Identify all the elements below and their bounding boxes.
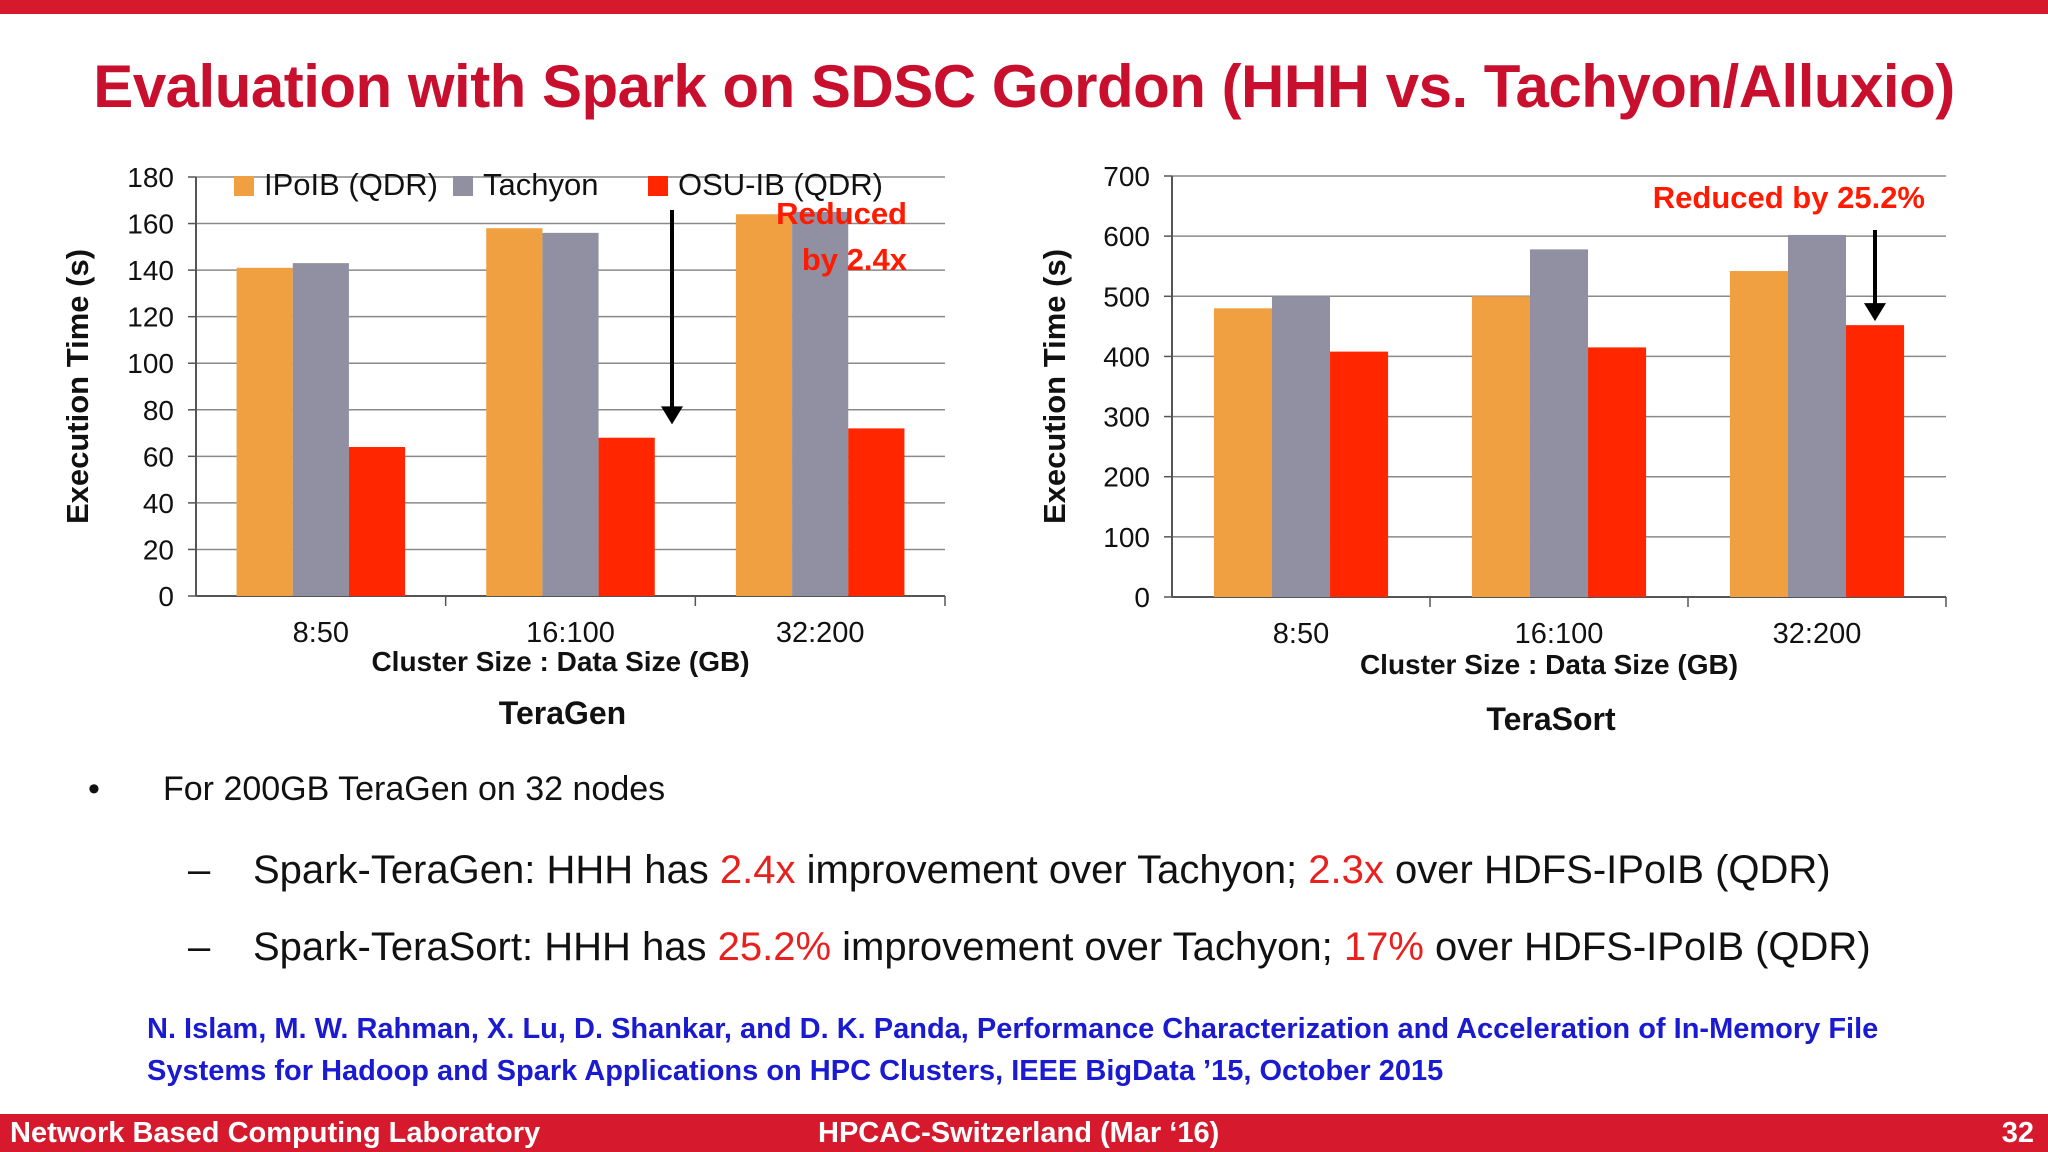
bar-osu-ib-qdr [848, 428, 905, 596]
y-tick-label: 500 [1103, 281, 1150, 312]
bullet-main-text: For 200GB TeraGen on 32 nodes [163, 770, 666, 808]
y-axis-label: Execution Time (s) [1037, 249, 1072, 524]
bar-ipoib-qdr [1471, 296, 1530, 597]
y-tick-label: 300 [1103, 402, 1150, 433]
bullet-sub-terasort-text: Spark-TeraSort: HHH has 25.2% improvemen… [253, 925, 1871, 969]
citation-line: Systems for Hadoop and Spark Application… [147, 1055, 1444, 1087]
bar-osu-ib-qdr [1330, 351, 1389, 597]
footer-page-number: 32 [2001, 1117, 2034, 1149]
legend-label: Tachyon [483, 167, 598, 202]
annotation-arrow-head [1864, 303, 1886, 322]
chart-svg: 0 100 200 300 400 500 600 700 8:50 16:100 32:200 Ex… [1037, 161, 1947, 737]
y-tick-label: 120 [127, 302, 174, 333]
bar-tachyon [1787, 234, 1847, 597]
legend-label: OSU-IB (QDR) [678, 167, 883, 202]
annotation-label: Reduced by 25.2% [1653, 180, 1925, 215]
x-axis-label: Cluster Size : Data Size (GB) [1360, 649, 1738, 680]
y-tick-label: 60 [143, 441, 174, 472]
annotation-label: by 2.4x [802, 242, 908, 277]
legend-swatch [453, 176, 473, 196]
y-axis-label: Execution Time (s) [60, 249, 95, 524]
slide-title: Evaluation with Spark on SDSC Gordon (HH… [93, 53, 1955, 120]
y-tick-label: 160 [127, 209, 174, 240]
highlight-value: 2.4x [719, 848, 796, 892]
bar-ipoib-qdr [236, 267, 293, 596]
y-tick-label: 0 [1134, 582, 1150, 613]
teragen-chart: 0 20 40 60 80 100 120 140 160 180 8:50 16:100 32:200… [50, 150, 1060, 760]
y-tick-label: 600 [1103, 221, 1150, 252]
bar-osu-ib-qdr [598, 437, 655, 596]
terasort-chart: 0 100 200 300 400 500 600 700 8:50 16:100 32:200 Ex… [1030, 150, 2030, 760]
bar-ipoib-qdr [486, 228, 543, 596]
legend-swatch [648, 176, 668, 196]
chart-title: TeraGen [499, 695, 626, 731]
y-tick-label: 40 [143, 488, 174, 519]
bar-osu-ib-qdr [1588, 347, 1647, 597]
bullet-dash: – [188, 925, 211, 969]
bar-tachyon [1529, 249, 1589, 598]
legend-label: IPoIB (QDR) [264, 167, 438, 202]
x-tick-label: 8:50 [293, 617, 349, 649]
bullet-dot: • [88, 770, 100, 808]
bar-tachyon [292, 263, 349, 596]
x-tick-label: 16:100 [1515, 618, 1604, 650]
highlight-value: 25.2% [717, 925, 832, 969]
x-tick-label: 8:50 [1273, 618, 1329, 650]
bar-tachyon [1271, 296, 1331, 597]
y-tick-label: 100 [127, 348, 174, 379]
footer-lab-name: Network Based Computing Laboratory [10, 1117, 541, 1149]
y-tick-label: 80 [143, 395, 174, 426]
bar-osu-ib-qdr [348, 447, 406, 596]
footer-bar: Network Based Computing Laboratory HPCAC… [0, 1114, 2048, 1152]
bullet-dash: – [188, 848, 211, 892]
bullet-sub-teragen-text: Spark-TeraGen: HHH has 2.4x improvement … [253, 848, 1831, 892]
y-tick-label: 140 [127, 255, 174, 286]
bar-ipoib-qdr [1213, 308, 1272, 597]
bar-ipoib-qdr [735, 214, 793, 596]
top-accent-bar [0, 0, 2048, 14]
highlight-value: 17% [1343, 925, 1424, 969]
y-tick-label: 20 [143, 534, 174, 565]
y-tick-label: 100 [1103, 522, 1150, 553]
x-tick-label: 16:100 [526, 617, 615, 649]
bar-tachyon [792, 211, 849, 596]
chart-title: TeraSort [1486, 701, 1616, 737]
chart-svg: 0 20 40 60 80 100 120 140 160 180 8:50 16:100 32:200… [60, 162, 946, 731]
y-tick-label: 0 [158, 581, 174, 612]
citation: N. Islam, M. W. Rahman, X. Lu, D. Shanka… [147, 1008, 2007, 1092]
annotation-label: Reduced [776, 196, 907, 231]
y-tick-label: 400 [1103, 341, 1150, 372]
bar-tachyon [542, 232, 599, 596]
y-tick-label: 200 [1103, 462, 1150, 493]
legend-swatch [234, 176, 254, 196]
bar-ipoib-qdr [1729, 271, 1788, 597]
highlight-value: 2.3x [1308, 848, 1384, 892]
bar-osu-ib-qdr [1846, 325, 1905, 597]
x-axis-label: Cluster Size : Data Size (GB) [371, 646, 749, 677]
x-tick-label: 32:200 [776, 617, 865, 649]
annotation-arrow-head [661, 406, 683, 425]
x-tick-label: 32:200 [1773, 618, 1862, 650]
legend: IPoIB (QDR) Tachyon OSU-IB (QDR) [234, 167, 883, 202]
citation-line: N. Islam, M. W. Rahman, X. Lu, D. Shanka… [147, 1013, 1879, 1045]
y-tick-label: 700 [1103, 161, 1150, 192]
footer-event: HPCAC-Switzerland (Mar ‘16) [818, 1117, 1220, 1149]
y-tick-label: 180 [127, 162, 174, 193]
